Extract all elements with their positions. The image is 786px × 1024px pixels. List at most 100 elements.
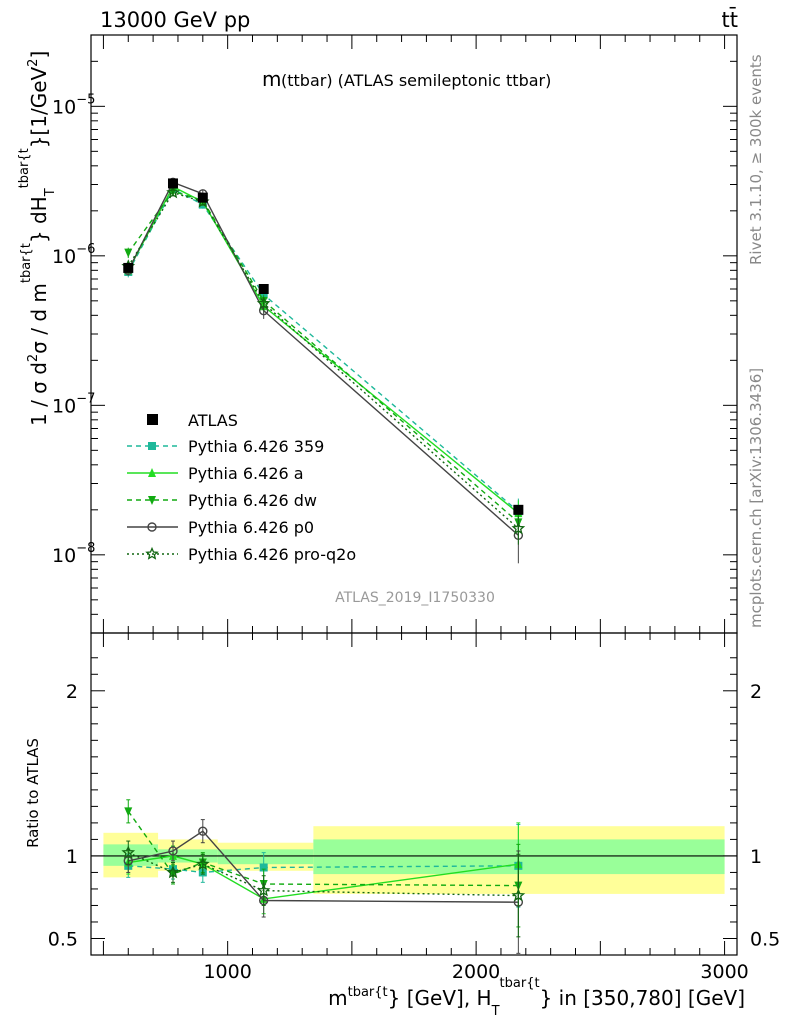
legend-entry-pp0: Pythia 6.426 p0 (127, 518, 314, 537)
header-right-label: tt̄ (722, 7, 738, 32)
legend-label-p359: Pythia 6.426 359 (188, 437, 324, 456)
main-y-label: 1 / σ d2σ / d mtbar{t} dHTtbar{t}[1/GeV2… (17, 51, 58, 426)
ratio-bands (91, 826, 737, 894)
main-frame (90, 34, 738, 634)
xlabel-sup-tbar-1: tbar{t (348, 985, 388, 1000)
legend-entry-p359: Pythia 6.426 359 (127, 437, 324, 456)
ratio-y-label: Ratio to ATLAS (24, 738, 42, 848)
x-axis-label: mtbar{t} [GeV], HTtbar{t} in [350,780] [… (328, 976, 745, 1019)
main-plot-area (121, 177, 526, 564)
ylabel-sup-2b: 2 (26, 59, 41, 67)
main-point-atlas (258, 283, 269, 294)
legend-label-pa: Pythia 6.426 a (188, 464, 304, 483)
ratio-point-p359 (259, 863, 268, 872)
main-point-atlas (197, 192, 208, 203)
legend-entry-pq2o: Pythia 6.426 pro-q2o (127, 545, 356, 564)
main-point-atlas (513, 504, 524, 515)
ratio-point-pdw (124, 807, 133, 817)
ylabel-part-d: }[1/GeV (27, 67, 51, 149)
main-point-pdw (124, 248, 133, 258)
xlabel-sub-T: T (491, 1004, 500, 1019)
ratio-point-pp0 (168, 846, 178, 856)
ratio-plot-area (121, 799, 526, 954)
legend-marker-pa (148, 468, 156, 477)
main-y-tick-label: 10−7 (52, 391, 95, 417)
ylabel-sup-tbar-1: tbar{t (19, 243, 34, 283)
legend-entry-pa: Pythia 6.426 a (127, 464, 304, 483)
main-point-pq2o (256, 296, 271, 310)
main-y-tick-base: 10 (52, 545, 76, 567)
legend: ATLAS Pythia 6.426 359 Pythia 6.426 a Pyth… (127, 411, 356, 564)
main-point-atlas (123, 262, 134, 273)
ylabel-part-e: ] (27, 51, 51, 59)
main-panel: 10−810−710−610−5 m (ttbar) (ATLAS semile… (17, 34, 738, 634)
legend-marker-pdw (148, 496, 156, 505)
ylabel-part-b: σ / d m (27, 283, 51, 354)
legend-entry-pdw: Pythia 6.426 dw (127, 491, 317, 510)
xlabel-m: m (328, 986, 347, 1010)
ratio-panel: 0.5 0.5 1 1 2 2 1000 2000 3000 Ratio to ATLAS (24, 632, 780, 983)
ratio-frame (90, 632, 738, 956)
ratio-point-pq2o (511, 888, 526, 902)
ylabel-sup-2: 2 (26, 354, 41, 362)
xlabel-mid: } [GeV], H (388, 986, 492, 1010)
ratio-x-tick-label: 1000 (203, 961, 251, 983)
main-series-line-pp0 (127, 181, 519, 536)
main-y-tick-exp: −6 (76, 242, 95, 257)
ratio-band-inner (217, 849, 314, 865)
ylabel-part-c: } dH (27, 196, 51, 243)
svg-text:mtbar{t} [GeV], HTtbar{t} in [: mtbar{t} [GeV], HTtbar{t} in [350,780] [… (328, 976, 745, 1019)
svg-text:1 / σ d2σ / d mtbar{t} dHTtbar: 1 / σ d2σ / d mtbar{t} dHTtbar{t}[1/GeV2… (17, 51, 58, 426)
ratio-point-pp0 (198, 826, 208, 836)
main-point-pq2o (511, 521, 526, 535)
ratio-y-tick-label-right: 1 (750, 846, 762, 868)
legend-label-pp0: Pythia 6.426 p0 (188, 518, 314, 537)
main-title-m: m (262, 67, 281, 91)
main-title: (ttbar) (ATLAS semileptonic ttbar) (281, 71, 551, 90)
main-series-line-p359 (127, 188, 519, 513)
ratio-axes: 0.5 0.5 1 1 2 2 1000 2000 3000 (48, 633, 780, 983)
ratio-y-tick-label: 2 (66, 681, 78, 703)
main-y-tick-base: 10 (52, 246, 76, 268)
legend-marker-pp0 (147, 522, 157, 532)
ylabel-part-a: 1 / σ d (27, 362, 51, 426)
main-y-axis: 10−810−710−610−5 (52, 35, 737, 634)
main-series-line-pa (127, 185, 519, 514)
ratio-point-pq2o (121, 845, 136, 859)
ratio-x-tick-label: 3000 (700, 961, 748, 983)
legend-label-pq2o: Pythia 6.426 pro-q2o (188, 545, 356, 564)
header-left-label: 13000 GeV pp (100, 8, 250, 32)
main-y-tick-exp: −8 (76, 541, 95, 556)
ratio-point-pq2o (166, 865, 180, 879)
main-y-tick-base: 10 (52, 96, 76, 118)
ylabel-sub-T: T (43, 188, 58, 197)
ratio-point-pq2o (256, 883, 271, 897)
ylabel-sup-tbar-2: tbar{t (17, 148, 32, 188)
legend-marker-pq2o (145, 546, 159, 560)
legend-marker-p359 (148, 442, 156, 450)
watermark-label: ATLAS_2019_I1750330 (335, 590, 495, 606)
legend-label-pdw: Pythia 6.426 dw (188, 491, 317, 510)
main-y-tick-label: 10−5 (52, 92, 95, 118)
ratio-point-pq2o (195, 857, 210, 870)
ratio-x-tick-label: 2000 (452, 961, 500, 983)
legend-label-atlas: ATLAS (188, 411, 238, 430)
ratio-y-tick-label: 1 (66, 846, 78, 868)
xlabel-sup-tbar-2: tbar{t (500, 976, 540, 991)
main-y-tick-exp: −5 (76, 92, 95, 107)
legend-marker-atlas (147, 414, 158, 425)
main-y-tick-label: 10−6 (52, 242, 95, 268)
main-point-pq2o (166, 185, 180, 199)
xlabel-tail: } in [350,780] [GeV] (540, 986, 745, 1010)
main-point-atlas (167, 178, 178, 189)
ratio-y-tick-label: 0.5 (48, 928, 78, 950)
legend-entry-atlas: ATLAS (147, 411, 238, 430)
ratio-y-tick-label-right: 0.5 (750, 928, 780, 950)
main-series-line-pdw (127, 190, 519, 523)
ratio-y-tick-label-right: 2 (750, 681, 762, 703)
main-y-tick-base: 10 (52, 395, 76, 417)
rivet-label: Rivet 3.1.10, ≥ 300k events (747, 54, 765, 265)
main-series-line-pq2o (127, 191, 519, 530)
main-y-tick-exp: −7 (76, 391, 95, 406)
